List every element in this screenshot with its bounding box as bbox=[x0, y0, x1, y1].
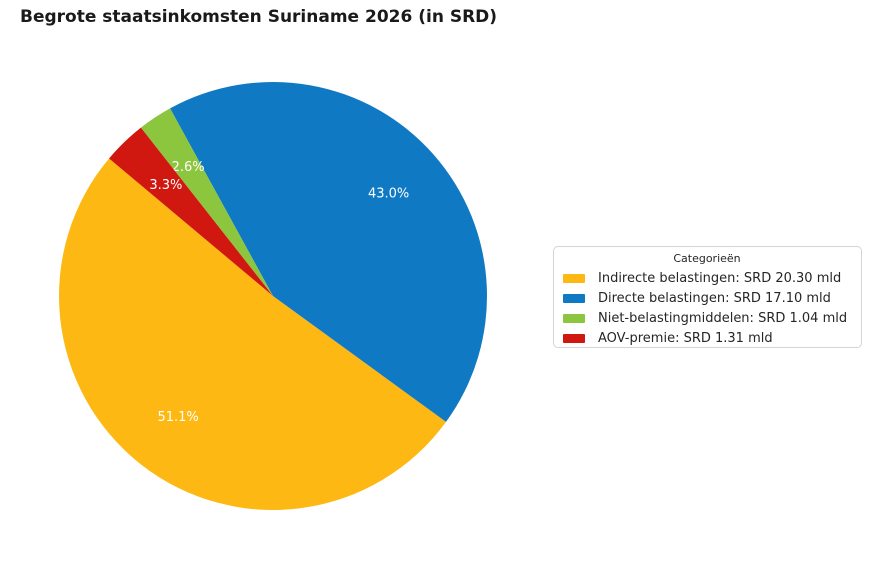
legend-swatch-directe-belastingen bbox=[563, 293, 585, 303]
legend-title: Categorieën bbox=[673, 252, 741, 265]
legend-label-niet-belastingmiddelen: Niet-belastingmiddelen: SRD 1.04 mld bbox=[598, 310, 848, 326]
legend-item-directe-belastingen: Directe belastingen: SRD 17.10 mld bbox=[563, 288, 851, 308]
pie-pct-label-aov-premie: 3.3% bbox=[149, 178, 182, 193]
legend-swatch-aov-premie bbox=[563, 333, 585, 343]
pie-slice-niet-belastingmiddelen bbox=[140, 108, 273, 297]
pie-pct-label-indirecte-belastingen: 51.1% bbox=[157, 410, 198, 425]
legend-swatch-indirecte-belastingen bbox=[563, 273, 585, 283]
legend-label-indirecte-belastingen: Indirecte belastingen: SRD 20.30 mld bbox=[598, 270, 842, 286]
pie-chart: 51.1% 43.0% 2.6% 3.3% bbox=[58, 82, 487, 511]
pie-pct-label-niet-belastingmiddelen: 2.6% bbox=[172, 160, 205, 175]
legend-label-directe-belastingen: Directe belastingen: SRD 17.10 mld bbox=[598, 290, 831, 306]
legend-items: Indirecte belastingen: SRD 20.30 mld Dire… bbox=[563, 268, 851, 348]
pie-slice-indirecte-belastingen bbox=[58, 158, 447, 511]
legend-item-niet-belastingmiddelen: Niet-belastingmiddelen: SRD 1.04 mld bbox=[563, 308, 851, 328]
legend-box: Categorieën Indirecte belastingen: SRD 2… bbox=[553, 246, 862, 348]
legend-item-indirecte-belastingen: Indirecte belastingen: SRD 20.30 mld bbox=[563, 268, 851, 288]
legend-item-aov-premie: AOV-premie: SRD 1.31 mld bbox=[563, 328, 851, 348]
pie-pct-label-directe-belastingen: 43.0% bbox=[368, 187, 409, 202]
legend-label-aov-premie: AOV-premie: SRD 1.31 mld bbox=[598, 330, 773, 346]
pie-slice-directe-belastingen bbox=[170, 82, 487, 422]
pie-slice-aov-premie bbox=[109, 127, 273, 296]
chart-title: Begrote staatsinkomsten Suriname 2026 (i… bbox=[20, 7, 498, 27]
legend-swatch-niet-belastingmiddelen bbox=[563, 313, 585, 323]
